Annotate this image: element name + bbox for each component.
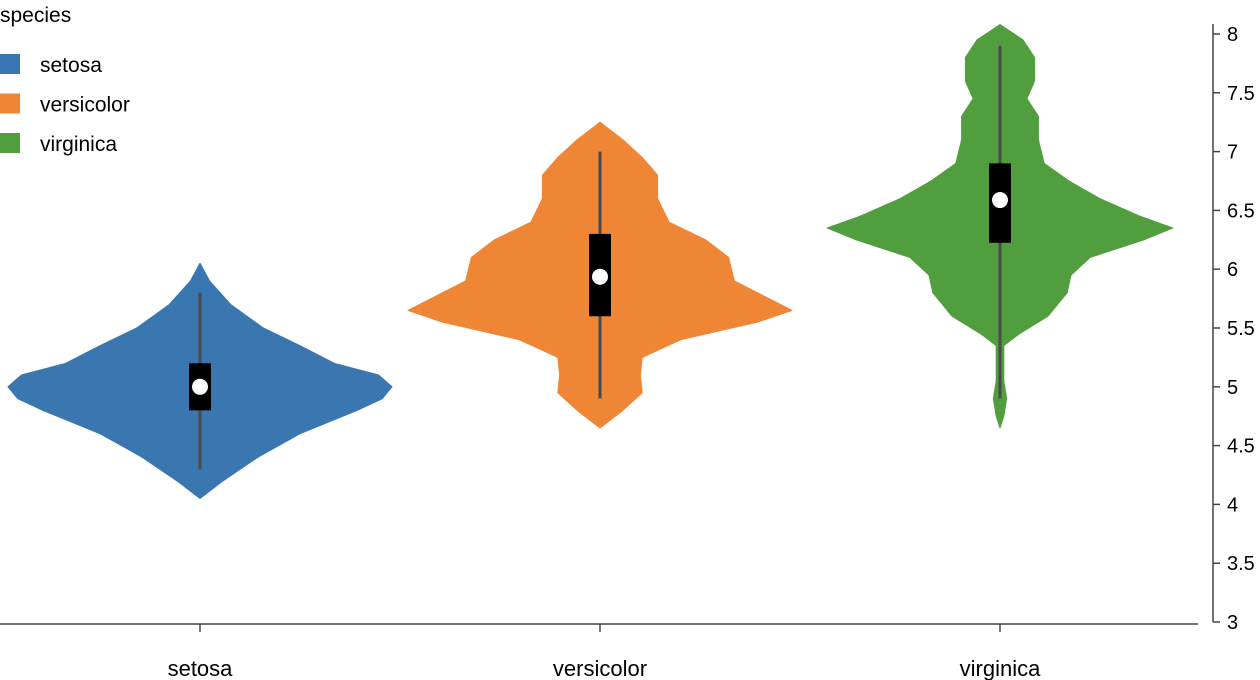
violin-versicolor [407, 121, 793, 429]
x-tick-label-versicolor: versicolor [553, 656, 647, 680]
legend-label-setosa: setosa [40, 54, 102, 77]
y-tick-label: 7.5 [1227, 83, 1255, 105]
y-tick-label: 5 [1227, 377, 1238, 399]
x-tick-label-setosa: setosa [168, 656, 234, 680]
legend: species setosa versicolor virginica [0, 4, 130, 156]
legend-swatch-versicolor [0, 93, 20, 114]
y-tick-label: 6 [1227, 259, 1238, 281]
violin-virginica [826, 24, 1174, 429]
y-tick-label: 8 [1227, 24, 1238, 46]
violins-group [7, 24, 1174, 499]
y-tick-label: 4.5 [1227, 436, 1255, 458]
legend-swatch-setosa [0, 54, 20, 74]
legend-item-virginica[interactable]: virginica [0, 133, 117, 156]
median-marker-virginica [992, 192, 1008, 209]
legend-swatch-virginica [0, 133, 20, 153]
legend-title: species [0, 4, 71, 27]
y-axis: 3 3.5 4 4.5 5 5.5 6 6.5 7 7.5 8 [1212, 24, 1255, 634]
y-tick-label: 3 [1227, 612, 1238, 634]
violin-setosa [7, 262, 393, 499]
legend-item-versicolor[interactable]: versicolor [0, 93, 130, 117]
legend-item-setosa[interactable]: setosa [0, 54, 102, 77]
y-tick-label: 3.5 [1227, 553, 1255, 575]
x-axis: setosa versicolor virginica [0, 623, 1198, 680]
y-tick-label: 4 [1227, 494, 1238, 516]
y-tick-label: 7 [1227, 142, 1238, 164]
median-marker-setosa [192, 378, 208, 395]
x-tick-label-virginica: virginica [960, 656, 1041, 680]
legend-label-virginica: virginica [40, 133, 117, 156]
legend-label-versicolor: versicolor [40, 94, 130, 117]
y-tick-label: 5.5 [1227, 318, 1255, 340]
y-tick-label: 6.5 [1227, 200, 1255, 222]
median-marker-versicolor [592, 268, 608, 285]
